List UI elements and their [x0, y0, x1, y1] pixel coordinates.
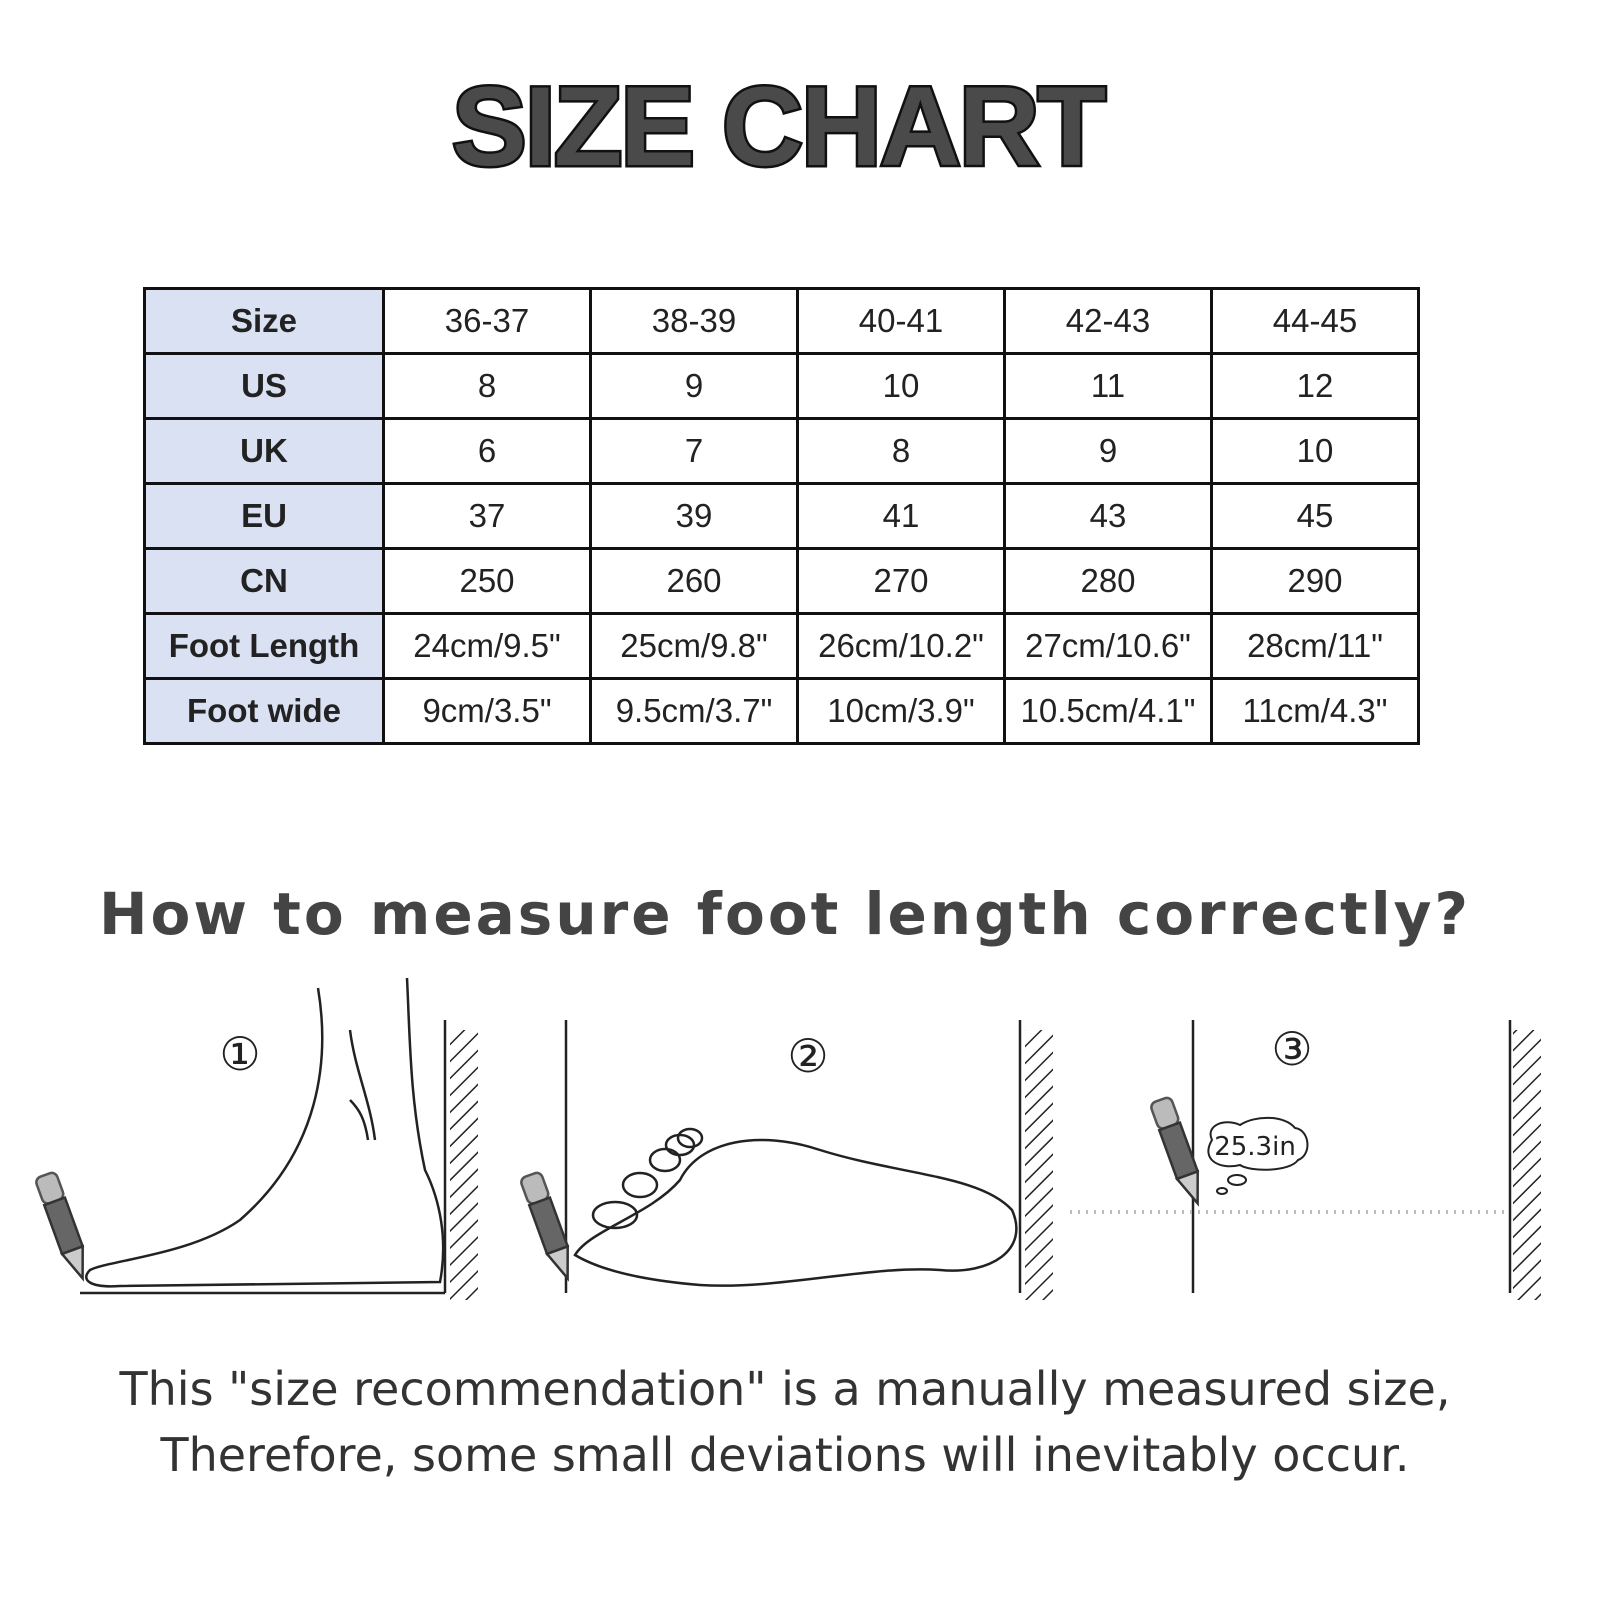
table-cell: 43 — [1003, 482, 1213, 550]
row-label: Foot wide — [143, 677, 385, 745]
pencil-icon — [33, 1169, 95, 1284]
table-cell: 10 — [1210, 417, 1420, 485]
table-cell: 25cm/9.8" — [589, 612, 799, 680]
table-cell: 42-43 — [1003, 287, 1213, 355]
table-cell: 9 — [589, 352, 799, 420]
pencil-icon — [1148, 1094, 1210, 1209]
table-cell: 260 — [589, 547, 799, 615]
step-2-number: ② — [787, 1029, 828, 1083]
table-cell: 27cm/10.6" — [1003, 612, 1213, 680]
table-row: Foot wide 9cm/3.5" 9.5cm/3.7" 10cm/3.9" 10.5… — [143, 677, 1420, 745]
table-cell: 39 — [589, 482, 799, 550]
row-label: Size — [143, 287, 385, 355]
table-cell: 38-39 — [589, 287, 799, 355]
table-cell: 7 — [589, 417, 799, 485]
table-row: EU 37 39 41 43 45 — [143, 482, 1420, 550]
table-cell: 11 — [1003, 352, 1213, 420]
table-cell: 6 — [382, 417, 592, 485]
table-cell: 9 — [1003, 417, 1213, 485]
table-cell: 8 — [796, 417, 1006, 485]
table-row: Foot Length 24cm/9.5" 25cm/9.8" 26cm/10.2" 2… — [143, 612, 1420, 680]
pencil-icon — [518, 1169, 580, 1284]
measurement-illustrations: ① ② ③ 25.3in — [33, 977, 1541, 1300]
row-label: EU — [143, 482, 385, 550]
table-cell: 12 — [1210, 352, 1420, 420]
table-cell: 9.5cm/3.7" — [589, 677, 799, 745]
table-row: Size 36-37 38-39 40-41 42-43 44-45 — [143, 287, 1420, 355]
step-2-illustration: ② — [518, 1020, 1053, 1300]
size-table: Size 36-37 38-39 40-41 42-43 44-45 US 8 9 10 11 12 U… — [143, 287, 1420, 745]
table-cell: 9cm/3.5" — [382, 677, 592, 745]
table-cell: 10 — [796, 352, 1006, 420]
disclaimer-line-1: This "size recommendation" is a manually… — [119, 1362, 1451, 1416]
table-cell: 45 — [1210, 482, 1420, 550]
measurement-bubble: 25.3in — [1214, 1132, 1296, 1162]
table-cell: 250 — [382, 547, 592, 615]
table-cell: 290 — [1210, 547, 1420, 615]
table-cell: 44-45 — [1210, 287, 1420, 355]
table-cell: 8 — [382, 352, 592, 420]
step-3-illustration: ③ 25.3in — [1070, 1020, 1541, 1300]
table-cell: 41 — [796, 482, 1006, 550]
step-3-number: ③ — [1271, 1022, 1312, 1076]
row-label: UK — [143, 417, 385, 485]
table-cell: 10.5cm/4.1" — [1003, 677, 1213, 745]
table-cell: 280 — [1003, 547, 1213, 615]
table-cell: 10cm/3.9" — [796, 677, 1006, 745]
row-label: Foot Length — [143, 612, 385, 680]
table-cell: 28cm/11" — [1210, 612, 1420, 680]
table-cell: 37 — [382, 482, 592, 550]
table-cell: 24cm/9.5" — [382, 612, 592, 680]
table-row: US 8 9 10 11 12 — [143, 352, 1420, 420]
table-cell: 36-37 — [382, 287, 592, 355]
table-cell: 270 — [796, 547, 1006, 615]
row-label: CN — [143, 547, 385, 615]
table-cell: 26cm/10.2" — [796, 612, 1006, 680]
table-cell: 11cm/4.3" — [1210, 677, 1420, 745]
row-label: US — [143, 352, 385, 420]
disclaimer-line-2: Therefore, some small deviations will in… — [160, 1428, 1410, 1482]
step-1-number: ① — [219, 1027, 260, 1081]
page-title: SIZE CHART — [450, 62, 1109, 192]
table-cell: 40-41 — [796, 287, 1006, 355]
table-row: UK 6 7 8 9 10 — [143, 417, 1420, 485]
measure-heading: How to measure foot length correctly? — [98, 880, 1472, 948]
table-row: CN 250 260 270 280 290 — [143, 547, 1420, 615]
step-1-illustration: ① — [33, 977, 478, 1300]
